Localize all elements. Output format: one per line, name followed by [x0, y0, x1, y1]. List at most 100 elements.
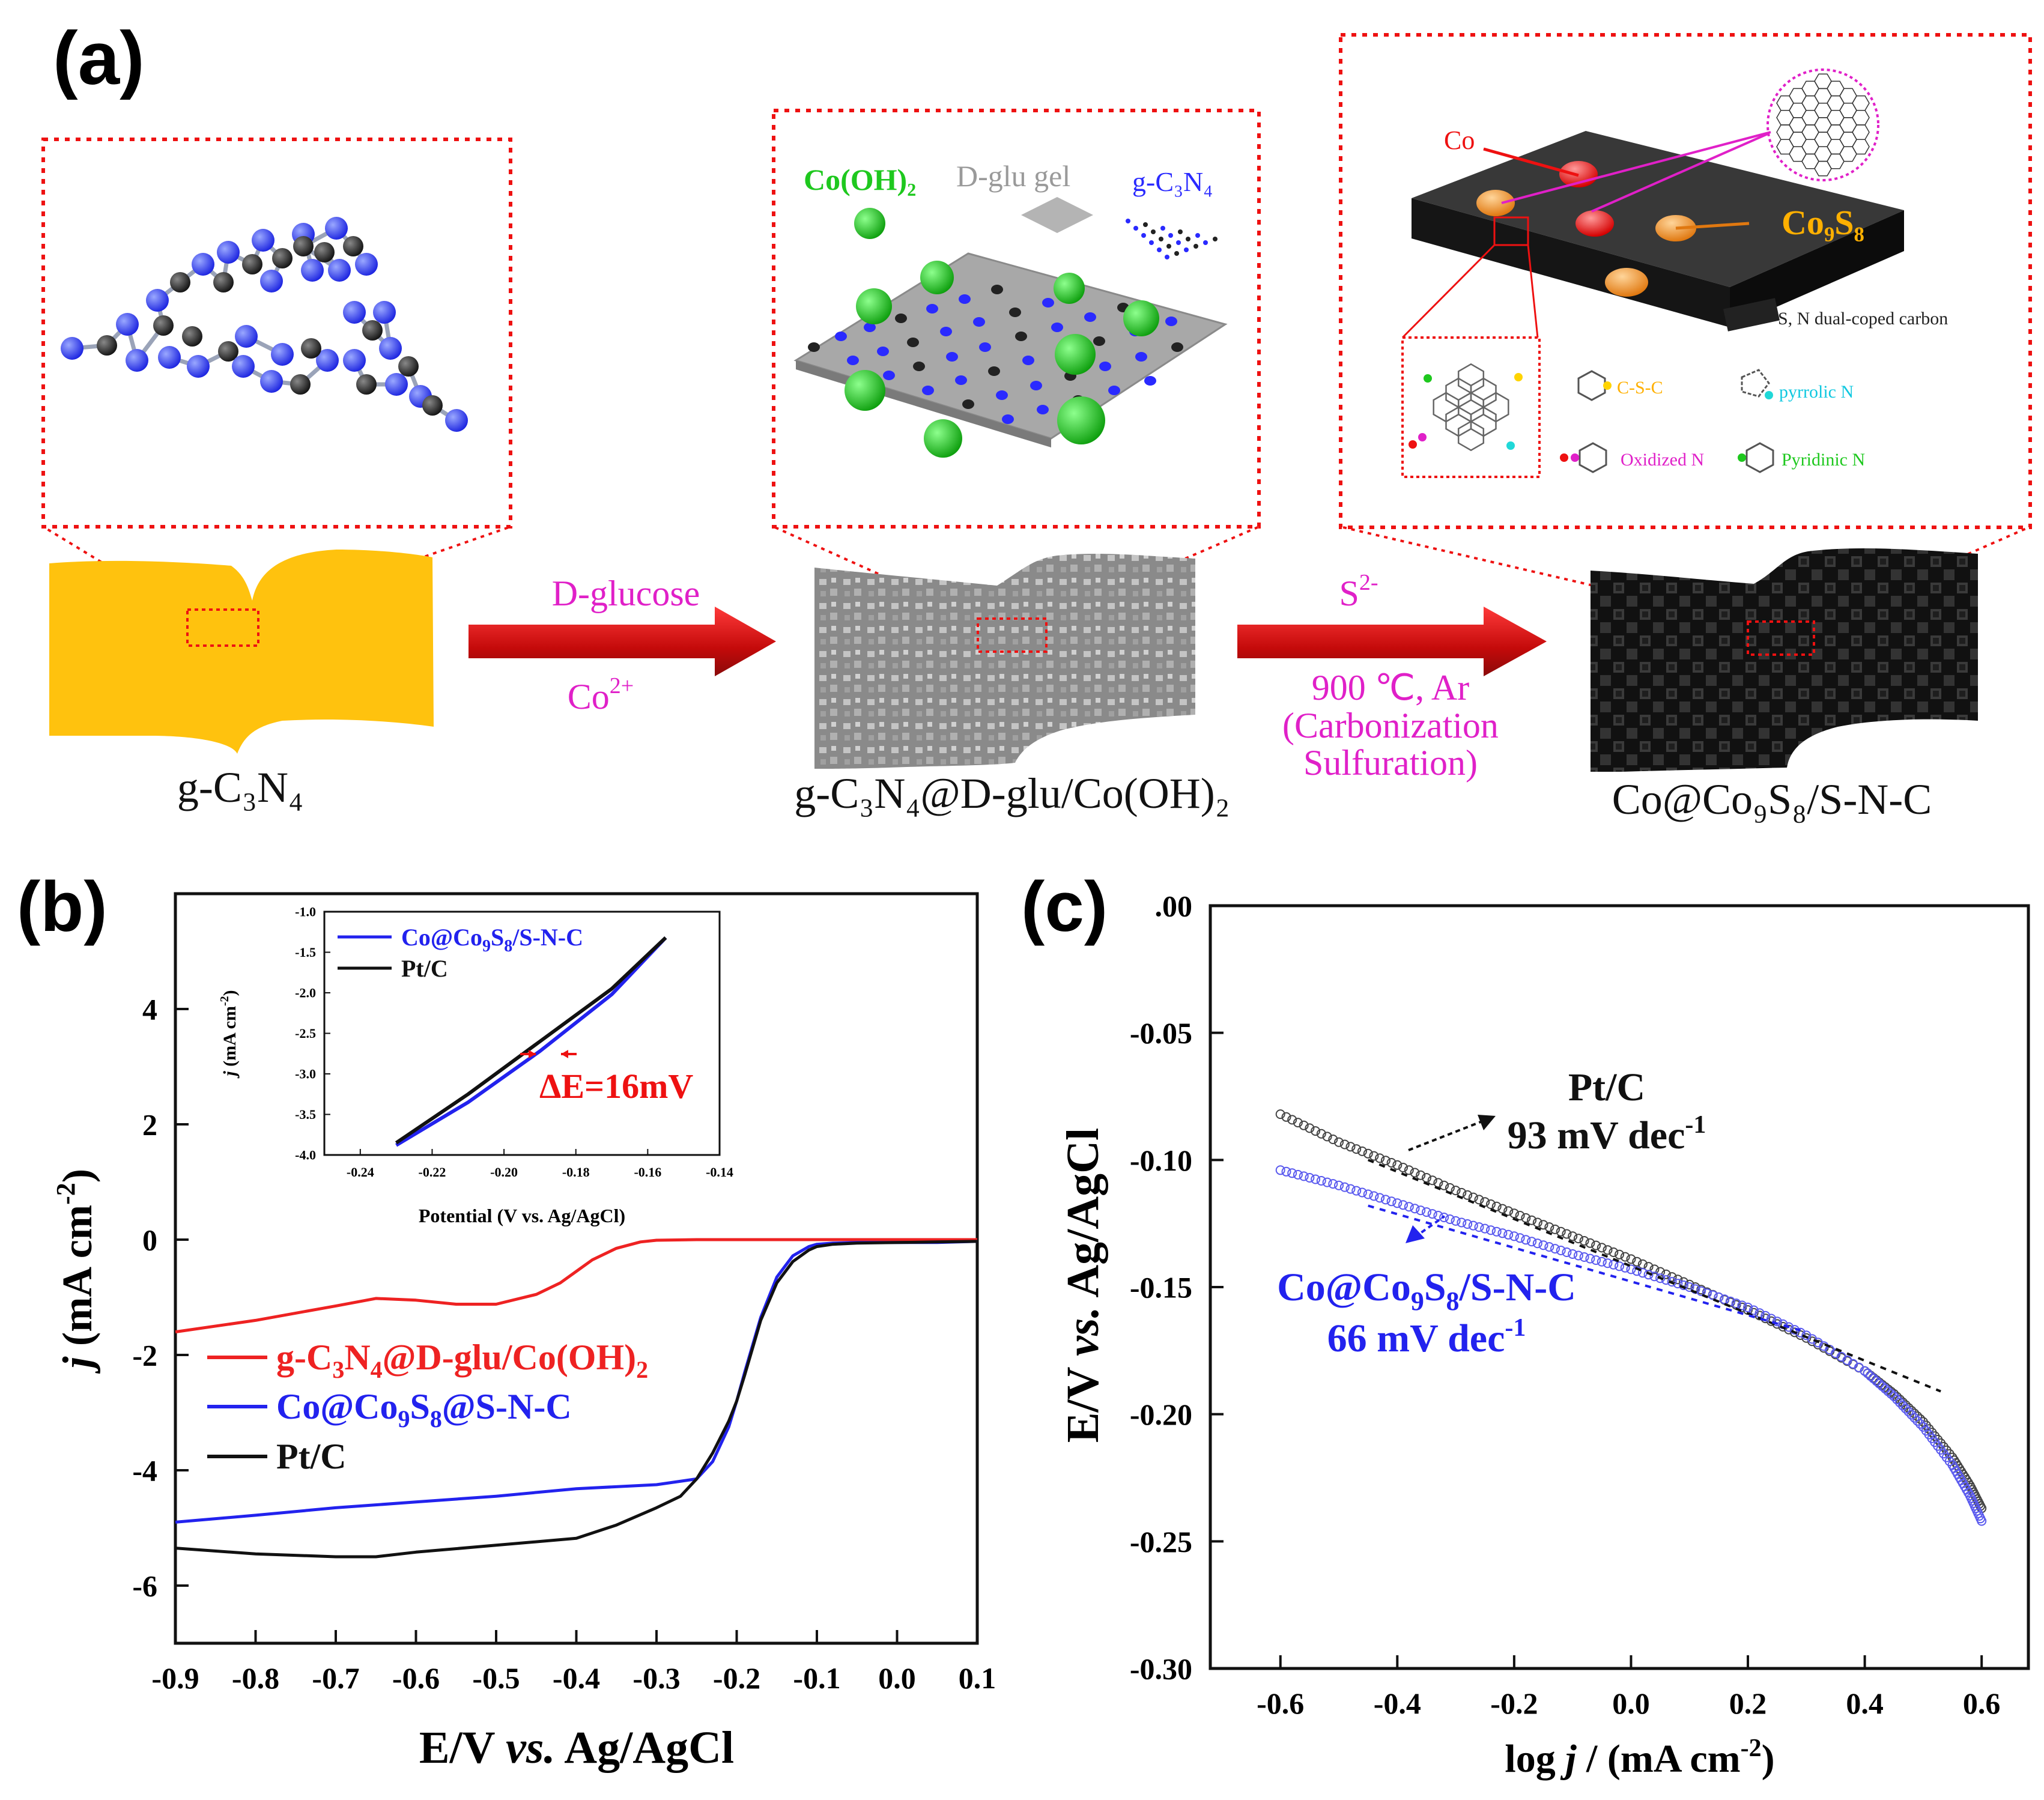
chart-c-marker-2	[1556, 1246, 1566, 1255]
carbon-sheet-front	[1730, 210, 1904, 327]
inset-legend-1-e: /S-N-C	[512, 924, 583, 951]
graphene-circle	[1767, 68, 1879, 181]
nitrogen-atom	[235, 325, 258, 348]
inset-3-co-label: Co	[1444, 126, 1475, 155]
panel-a: (a) Co(OH)₂ D-glu gel g-C₃N₄	[41, 17, 2032, 823]
graphene-hex	[1814, 160, 1832, 177]
chart-c-marker-1	[1299, 1120, 1309, 1130]
chart-c-marker-2	[1532, 1238, 1542, 1249]
chart-c-marker-2	[1550, 1244, 1560, 1254]
chart-c-marker-2	[1615, 1261, 1624, 1271]
triangle-atom	[1160, 226, 1165, 231]
chart-c-marker-1	[1620, 1252, 1630, 1262]
triangle-atom	[1203, 240, 1208, 245]
inset-b-ytick-label: -1.5	[295, 945, 316, 960]
sheet-dot	[907, 338, 919, 347]
carbon-atom	[356, 374, 377, 395]
chart-c-marker-2	[1433, 1211, 1443, 1220]
chart-c-marker-1	[1369, 1151, 1379, 1161]
chart-c-marker-1	[1439, 1180, 1449, 1190]
legend-b-item-3: Pt/C	[276, 1437, 347, 1476]
chart-c-marker-1	[1521, 1213, 1531, 1223]
chart-c-marker-1	[1667, 1272, 1677, 1282]
chart-c-marker-2	[1334, 1180, 1344, 1190]
inset-legend-1-b: 9	[482, 937, 491, 956]
chart-c-marker-2	[1357, 1187, 1367, 1198]
chart-c-marker-1	[1532, 1217, 1542, 1228]
chart-c-marker-2	[1906, 1410, 1917, 1420]
chart-c-co-b: 9	[1411, 1286, 1424, 1316]
arrow-1-bottom-sup: 2+	[610, 673, 634, 698]
chart-c-marker-1	[1351, 1144, 1362, 1154]
inset-b-ylabel-rest: (mA cm	[220, 1006, 240, 1071]
triangle-atom	[1186, 237, 1190, 241]
sheet-dot	[1015, 332, 1027, 341]
chart-c-marker-2	[1339, 1182, 1350, 1192]
chart-c-marker-2	[1863, 1368, 1873, 1378]
graphene-pointer-line-2	[1591, 132, 1770, 213]
chart-c-marker-2	[1874, 1378, 1884, 1389]
chart-c-marker-1	[1655, 1267, 1666, 1277]
nitrogen-atom	[325, 217, 348, 240]
chart-c-co-slope: 66 mV dec-1	[1327, 1314, 1526, 1360]
chart-b-ylabel-j: j	[55, 1356, 101, 1374]
chart-b-ylabel-rest: (mA cm	[55, 1205, 101, 1357]
chart-c-marker-1	[1357, 1146, 1367, 1156]
nitrogen-atom	[301, 259, 324, 282]
inset-b-ytick-label: -2.5	[295, 1026, 316, 1041]
chart-c-marker-2	[1892, 1395, 1902, 1405]
arrow-2-line-2: (Carbonization	[1282, 706, 1499, 745]
arrow-2-line-1: 900 ℃, Ar	[1312, 668, 1469, 708]
chart-c-marker-2	[1497, 1228, 1508, 1238]
chart-c-marker-1	[1322, 1132, 1332, 1142]
chart-c-marker-1	[1603, 1245, 1613, 1255]
chart-c-xtick-label: 0.4	[1846, 1686, 1884, 1720]
sheet-dot	[973, 317, 985, 327]
inset-b-series-line-1	[395, 936, 667, 1147]
inset-b-ytick-label: -3.5	[295, 1107, 316, 1122]
sheet-dot	[991, 285, 1003, 294]
chart-c-marker-2	[1915, 1419, 1925, 1429]
chart-c-marker-1	[1538, 1220, 1548, 1230]
chart-c-marker-2	[1445, 1214, 1455, 1224]
inset-gc3n4-structure	[41, 138, 512, 529]
inset-b-xtick-label: -0.14	[706, 1165, 733, 1180]
chart-c-marker-2	[1275, 1165, 1285, 1175]
nitrogen-atom	[232, 355, 255, 378]
carbon-atom	[218, 341, 238, 362]
sheet-dot	[1002, 414, 1014, 424]
sheet-dot	[940, 327, 952, 336]
chart-c-co-c: S	[1424, 1265, 1446, 1309]
carbon-atom	[314, 242, 335, 262]
sheet-dot	[959, 294, 971, 304]
chart-c-marker-2	[1977, 1516, 1987, 1526]
chart-c-marker-1	[1591, 1240, 1601, 1250]
triangle-atom	[1174, 251, 1179, 256]
pah-hex	[1457, 420, 1485, 452]
legend-b-2-d: 8	[430, 1405, 442, 1432]
zoom-box-small	[1493, 216, 1529, 246]
chart-b-xlabel-italic: vs.	[506, 1723, 555, 1773]
inset-3-frame	[1339, 33, 2032, 529]
legend-b-1-b: 3	[332, 1356, 344, 1383]
chart-b-ytick-label: 4	[142, 993, 157, 1026]
carbon-atom	[290, 374, 311, 395]
chart-b-xtick-label: -0.3	[632, 1661, 680, 1695]
chart-c-marker-2	[1293, 1169, 1303, 1180]
chart-b-inset: -0.24 -0.22 -0.20 -0.18 -0.16 -0.14 -4.0 -3.5 -3…	[218, 905, 733, 1226]
sheet-dot	[1051, 323, 1063, 332]
chart-c-co-pointer	[1413, 1215, 1446, 1238]
chart-c-marker-2	[1609, 1259, 1619, 1270]
chart-c-co-e: /S-N-C	[1459, 1265, 1576, 1309]
inset-b-axes: -0.24 -0.22 -0.20 -0.18 -0.16 -0.14 -4.0 -3.5 -3…	[295, 905, 733, 1180]
chart-c-marker-1	[1579, 1236, 1589, 1246]
chart-c-marker-1	[1275, 1109, 1285, 1120]
inset-b-ytick-label: -4.0	[295, 1148, 316, 1163]
chart-c-marker-1	[1684, 1279, 1694, 1289]
carbon-sheet-top	[1412, 131, 1904, 287]
inset-3-oxidized-label: Oxidized N	[1621, 450, 1704, 470]
chart-c-marker-1	[1892, 1392, 1902, 1402]
chart-b-ylabel-sup: -2	[51, 1183, 80, 1205]
nitrogen-atom	[192, 253, 214, 276]
carbon-atom	[97, 335, 117, 356]
